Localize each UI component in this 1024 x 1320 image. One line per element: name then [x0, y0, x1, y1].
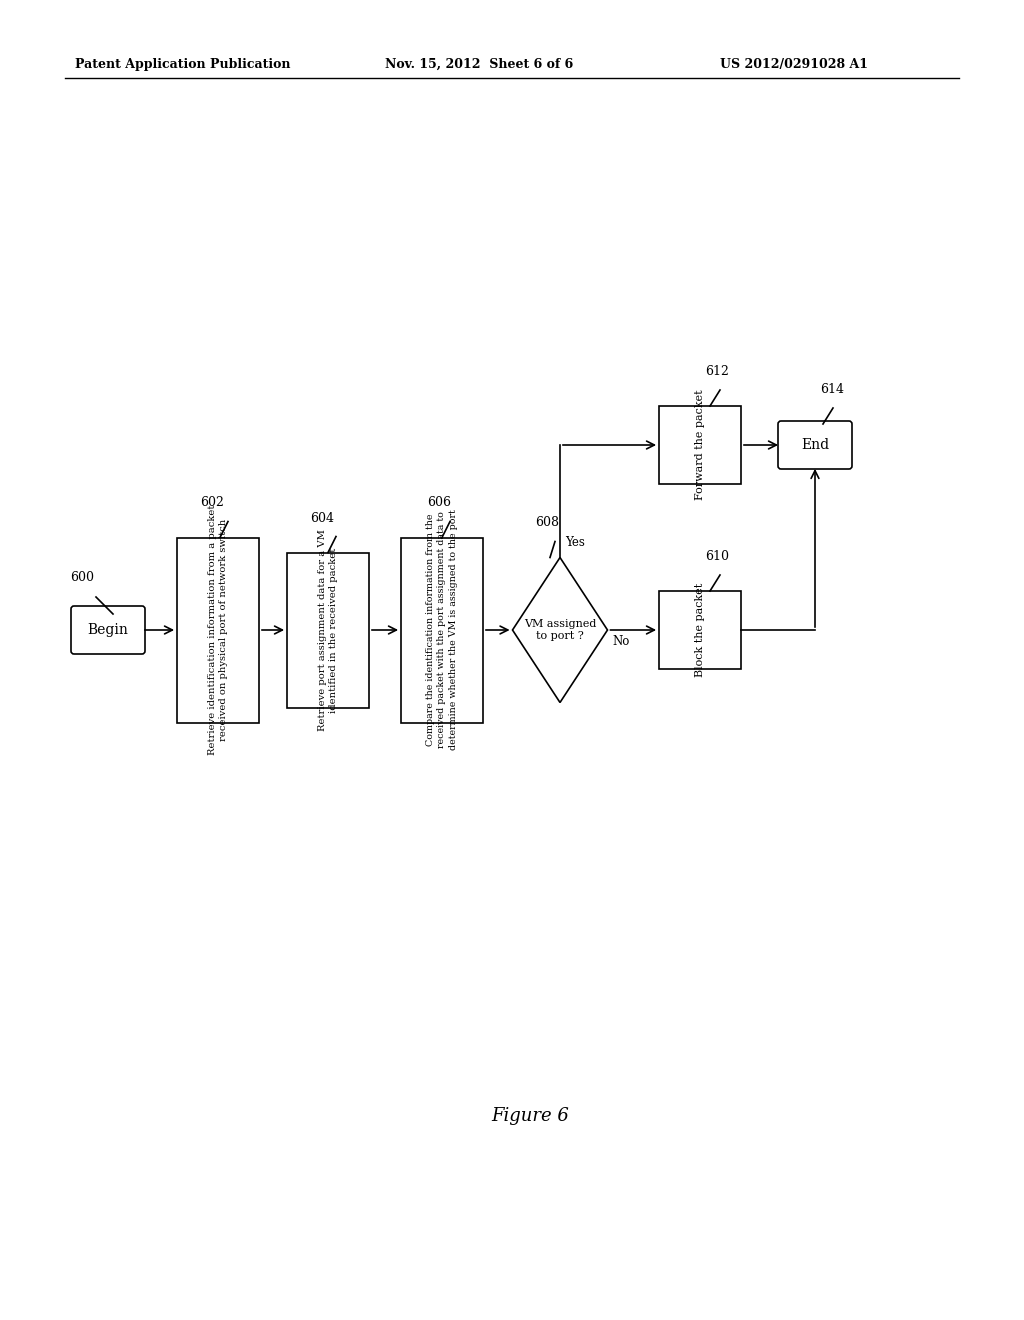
Text: Compare the identification information from the
received packet with the port as: Compare the identification information f…: [426, 510, 459, 750]
Text: 602: 602: [200, 496, 224, 510]
Polygon shape: [512, 557, 607, 702]
FancyBboxPatch shape: [71, 606, 145, 653]
Text: Nov. 15, 2012  Sheet 6 of 6: Nov. 15, 2012 Sheet 6 of 6: [385, 58, 573, 71]
Text: 600: 600: [70, 572, 94, 583]
Text: Begin: Begin: [88, 623, 128, 638]
Text: End: End: [801, 438, 829, 451]
Text: No: No: [612, 635, 630, 648]
Text: Patent Application Publication: Patent Application Publication: [75, 58, 291, 71]
Bar: [177, 537, 259, 722]
Bar: [659, 591, 741, 669]
Text: Block the packet: Block the packet: [695, 583, 705, 677]
Bar: [287, 553, 369, 708]
Text: 614: 614: [820, 383, 844, 396]
Text: Forward the packet: Forward the packet: [695, 389, 705, 500]
FancyBboxPatch shape: [778, 421, 852, 469]
Text: Retrieve port assignment data for a VM
identified in the received packet: Retrieve port assignment data for a VM i…: [317, 529, 338, 731]
Text: 610: 610: [705, 550, 729, 564]
Text: 608: 608: [535, 516, 559, 529]
Text: 606: 606: [427, 496, 451, 510]
Text: US 2012/0291028 A1: US 2012/0291028 A1: [720, 58, 868, 71]
Text: Figure 6: Figure 6: [492, 1107, 569, 1125]
Text: Retrieve identification information from a packet
received on physical port of n: Retrieve identification information from…: [208, 504, 228, 755]
Text: Yes: Yes: [565, 536, 585, 549]
Bar: [401, 537, 483, 722]
Bar: [659, 407, 741, 484]
Text: VM assigned
to port ?: VM assigned to port ?: [524, 619, 596, 640]
Text: 612: 612: [705, 366, 729, 378]
Text: 604: 604: [310, 511, 334, 524]
